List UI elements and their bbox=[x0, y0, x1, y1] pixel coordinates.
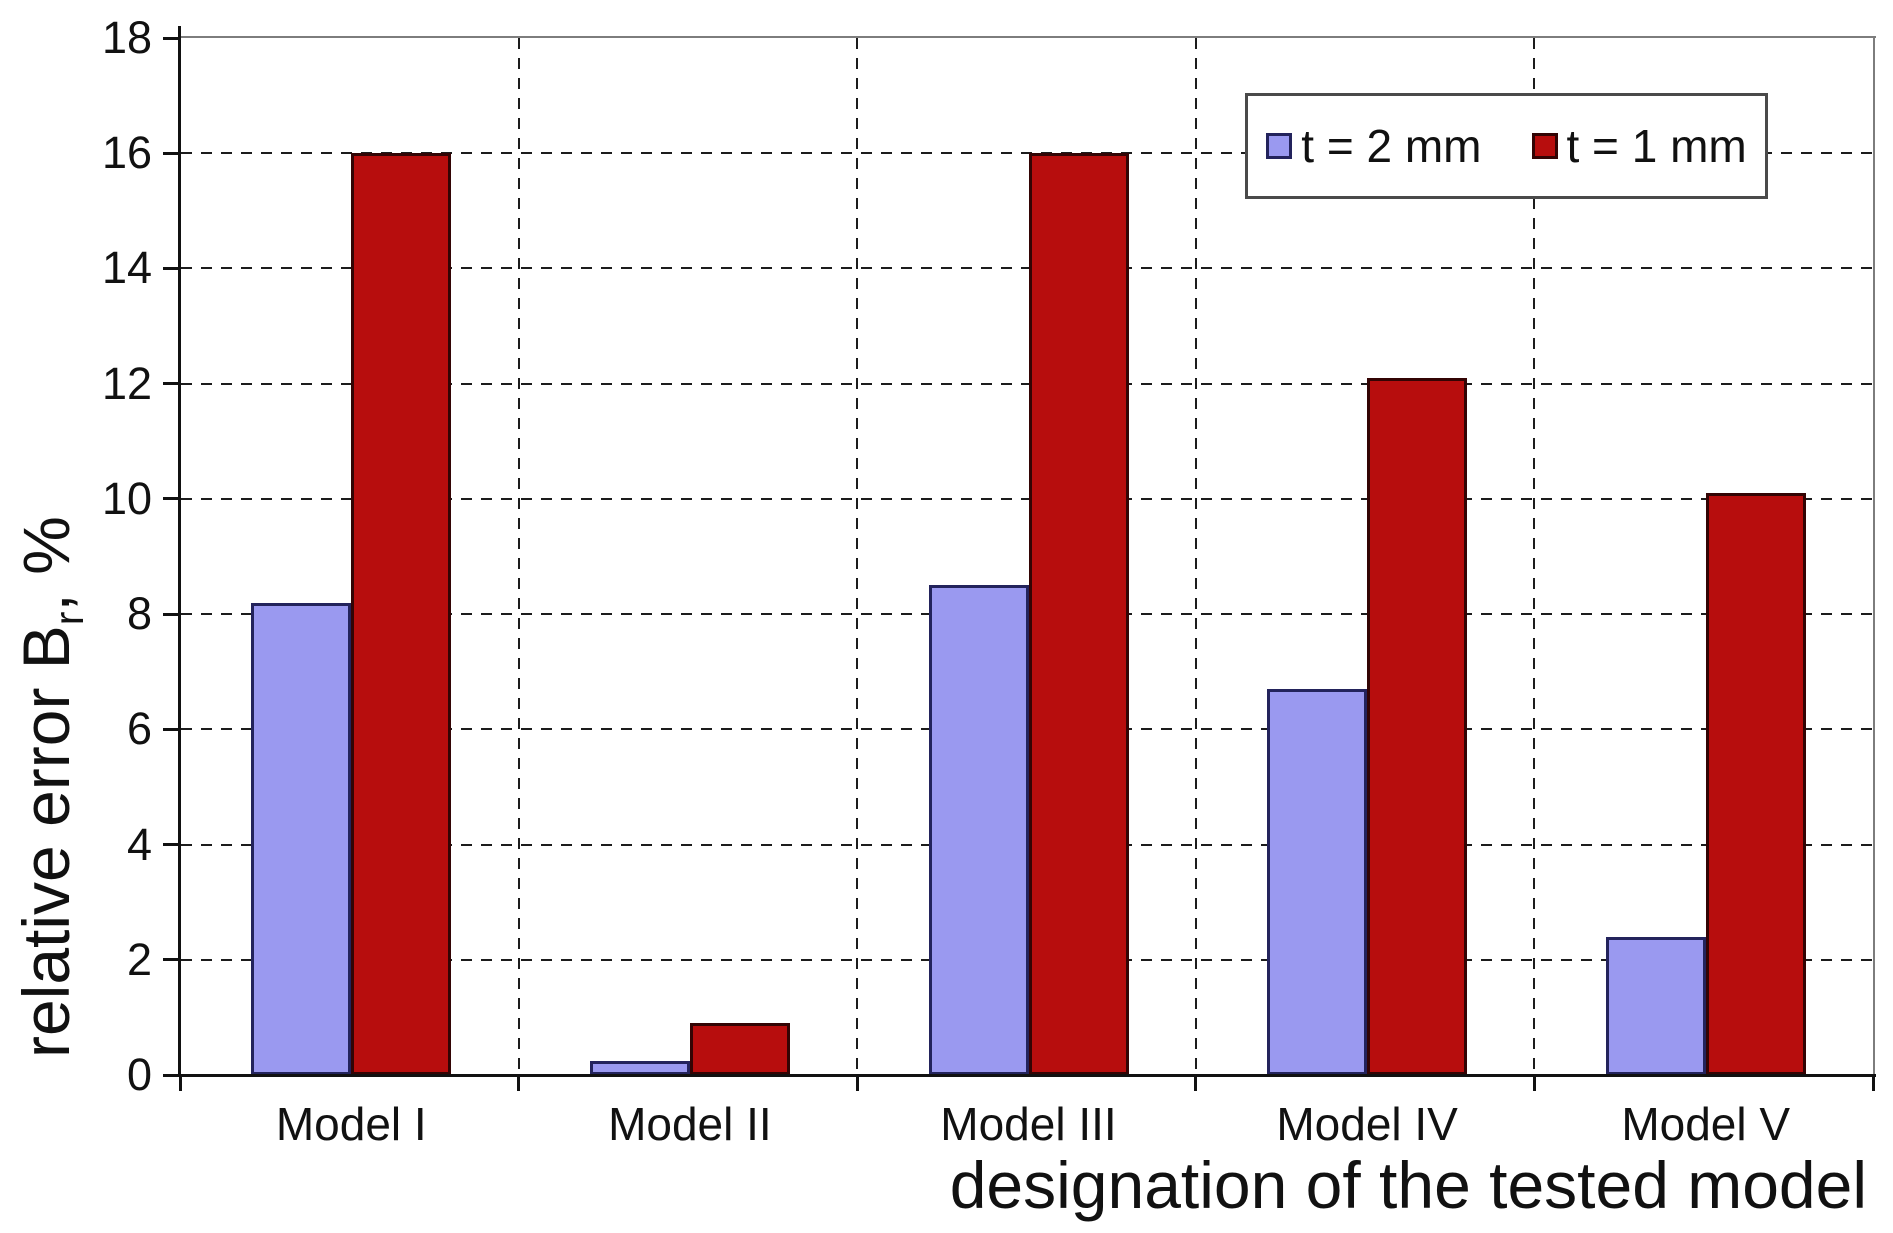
bar-s0-c1 bbox=[589, 1060, 690, 1075]
bar-s0-c0 bbox=[251, 602, 352, 1075]
v-gridline bbox=[1533, 38, 1536, 1075]
y-tick-label: 10 bbox=[101, 472, 152, 524]
x-axis-title: designation of the tested model bbox=[949, 1148, 1867, 1222]
bar-s1-c0 bbox=[351, 153, 452, 1075]
bar-s1-c2 bbox=[1028, 153, 1129, 1075]
y-tick bbox=[163, 497, 179, 501]
y-axis-line bbox=[178, 26, 181, 1077]
category-label: Model V bbox=[1621, 1098, 1791, 1150]
legend-label-t1mm: t = 1 mm bbox=[1566, 120, 1747, 172]
x-axis-line bbox=[168, 1074, 1876, 1077]
y-tick bbox=[163, 151, 179, 155]
x-tick bbox=[178, 1075, 182, 1091]
bar-s0-c4 bbox=[1605, 936, 1706, 1075]
x-tick bbox=[1871, 1075, 1875, 1091]
category-label: Model IV bbox=[1276, 1098, 1458, 1150]
bar-s1-c4 bbox=[1705, 493, 1806, 1075]
legend-swatch-t1mm bbox=[1531, 133, 1558, 159]
plot-frame-top bbox=[179, 36, 1876, 38]
y-tick-label: 14 bbox=[101, 242, 152, 294]
legend-item-t1mm: t = 1 mm bbox=[1531, 119, 1747, 173]
x-tick bbox=[855, 1075, 859, 1091]
h-gridline bbox=[181, 497, 1872, 500]
y-tick bbox=[163, 843, 179, 847]
legend-label-t2mm: t = 2 mm bbox=[1301, 120, 1482, 172]
legend-swatch-t2mm bbox=[1266, 133, 1293, 159]
bar-s0-c2 bbox=[928, 585, 1029, 1075]
y-tick bbox=[163, 36, 179, 40]
plot-frame-right bbox=[1873, 37, 1875, 1076]
category-label: Model III bbox=[940, 1098, 1117, 1150]
legend-item-t2mm: t = 2 mm bbox=[1266, 119, 1482, 173]
v-gridline bbox=[1194, 38, 1197, 1075]
y-tick-label: 18 bbox=[101, 12, 152, 63]
y-tick-label: 4 bbox=[126, 818, 152, 870]
h-gridline bbox=[181, 382, 1872, 385]
category-label: Model II bbox=[608, 1098, 772, 1150]
h-gridline bbox=[181, 267, 1872, 270]
v-gridline bbox=[517, 38, 520, 1075]
y-tick-label: 2 bbox=[126, 933, 152, 985]
v-gridline bbox=[856, 38, 859, 1075]
y-tick-label: 12 bbox=[101, 357, 152, 409]
x-tick bbox=[517, 1075, 521, 1091]
y-tick-label: 16 bbox=[101, 127, 152, 179]
h-gridline bbox=[181, 152, 1872, 155]
y-tick bbox=[163, 382, 179, 386]
y-tick bbox=[163, 612, 179, 616]
y-tick bbox=[163, 958, 179, 962]
bar-s1-c3 bbox=[1367, 377, 1468, 1075]
y-tick-label: 6 bbox=[126, 703, 152, 755]
legend: t = 2 mm t = 1 mm bbox=[1245, 93, 1768, 199]
y-tick bbox=[163, 266, 179, 270]
y-tick bbox=[163, 727, 179, 731]
bar-s0-c3 bbox=[1267, 689, 1368, 1075]
category-label: Model I bbox=[275, 1098, 427, 1150]
x-tick bbox=[1194, 1075, 1198, 1091]
y-tick-label: 8 bbox=[126, 588, 152, 640]
y-tick-label: 0 bbox=[126, 1049, 152, 1100]
x-tick bbox=[1532, 1075, 1536, 1091]
bar-s1-c1 bbox=[689, 1023, 790, 1075]
